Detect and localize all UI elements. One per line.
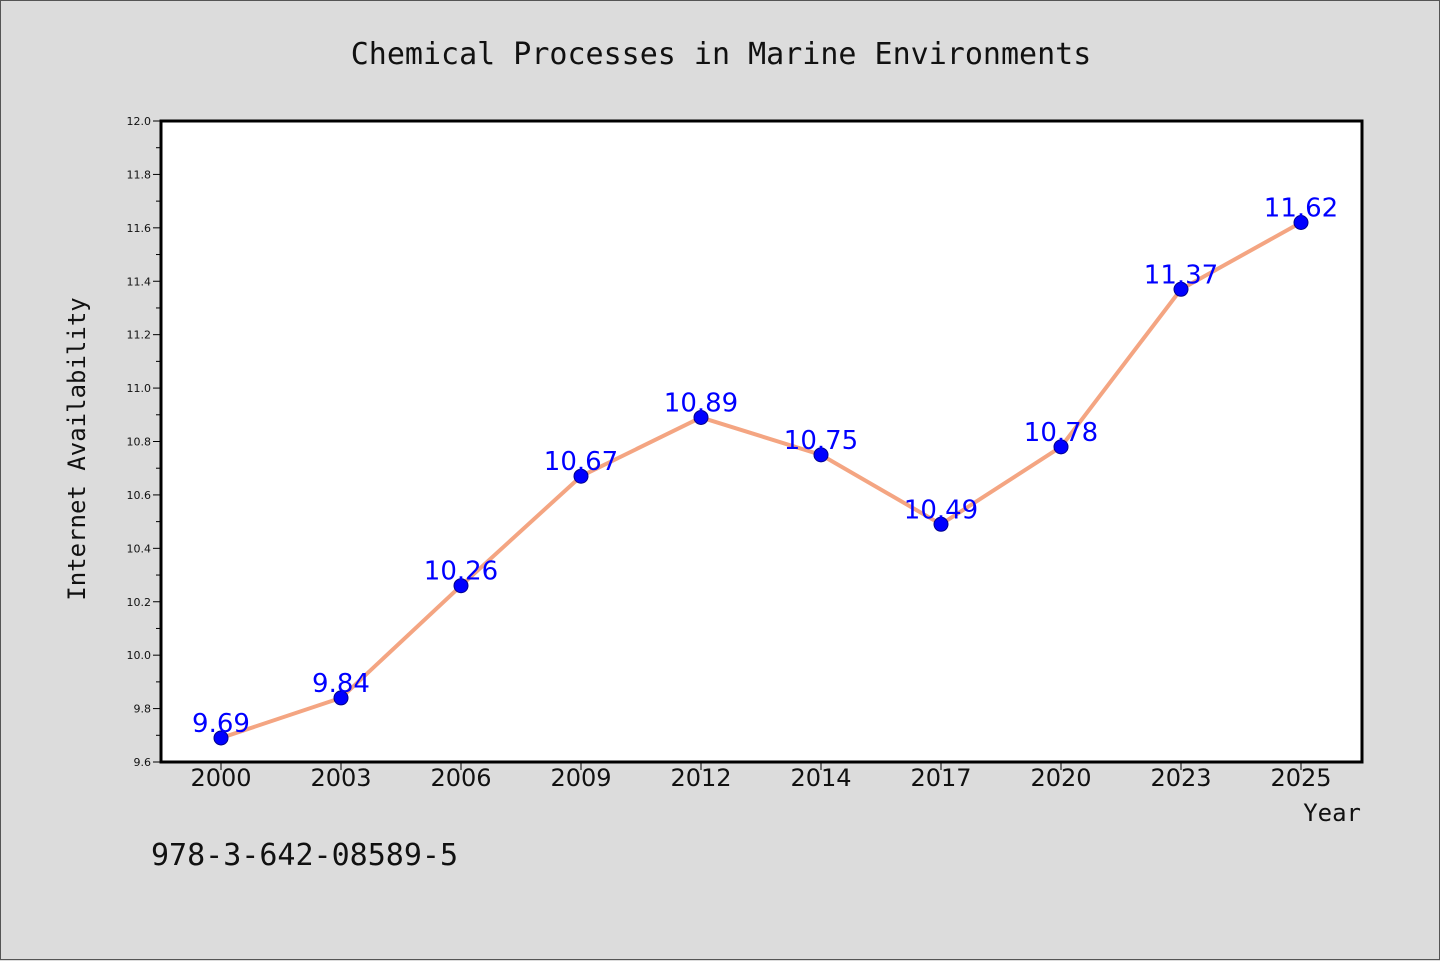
- data-point: [1053, 439, 1069, 455]
- x-tick-label: 2017: [910, 764, 971, 792]
- x-tick-label: 2012: [670, 764, 731, 792]
- data-point: [573, 468, 589, 484]
- y-tick-label: 9.6: [134, 756, 152, 769]
- x-tick-label: 2023: [1150, 764, 1211, 792]
- y-tick-label: 11.0: [127, 382, 152, 395]
- x-tick-label: 2014: [790, 764, 851, 792]
- data-label: 10.26: [424, 557, 498, 587]
- y-tick-label: 10.6: [127, 489, 152, 502]
- data-point: [1293, 214, 1309, 230]
- y-tick-label: 9.8: [134, 703, 152, 716]
- data-label: 10.89: [664, 388, 738, 418]
- x-tick-label: 2003: [310, 764, 371, 792]
- y-tick-label: 10.0: [127, 649, 152, 662]
- data-point: [813, 447, 829, 463]
- y-tick-label: 11.8: [127, 168, 152, 181]
- data-point: [933, 516, 949, 532]
- data-label: 10.67: [544, 447, 618, 477]
- chart-title: Chemical Processes in Marine Environment…: [351, 37, 1092, 72]
- plot-area: [159, 119, 1364, 764]
- data-point: [693, 409, 709, 425]
- x-axis: 2000 2003 2006 2009 2012 2014 2017 2020 2023 2025: [190, 762, 1332, 792]
- x-tick-label: 2006: [430, 764, 491, 792]
- y-tick-label: 12.0: [127, 115, 152, 128]
- x-tick-label: 2000: [190, 764, 251, 792]
- x-axis-label: Year: [1303, 799, 1361, 827]
- data-point: [1173, 281, 1189, 297]
- x-tick-label: 2020: [1030, 764, 1091, 792]
- series-line: [219, 220, 1303, 740]
- data-label: 9.84: [312, 669, 370, 699]
- y-tick-label: 10.4: [127, 542, 152, 555]
- data-label-group: 9.69 9.84 10.26 10.67 10.89 10.75 10.49 10.78 11…: [192, 193, 1338, 738]
- y-axis-label: Internet Availability: [63, 297, 91, 600]
- data-point: [213, 730, 229, 746]
- data-point: [453, 578, 469, 594]
- marker-group: [213, 214, 1309, 746]
- series-line-group: [219, 220, 1303, 740]
- data-label: 10.75: [784, 426, 858, 456]
- x-tick-label: 2009: [550, 764, 611, 792]
- y-tick-label: 11.4: [127, 275, 152, 288]
- data-label: 11.37: [1144, 260, 1218, 290]
- isbn-text: 978-3-642-08589-5: [151, 838, 458, 873]
- data-point: [333, 690, 349, 706]
- y-tick-label: 11.6: [127, 222, 152, 235]
- x-tick-label: 2025: [1270, 764, 1331, 792]
- data-label: 10.78: [1024, 418, 1098, 448]
- data-label: 9.69: [192, 709, 250, 739]
- y-axis: 9.6 9.8 10.0 10.2 10.4 10.6 10.8 11.0 11.2 11.4 11…: [127, 115, 161, 769]
- y-tick-label: 10.8: [127, 436, 152, 449]
- y-tick-label: 11.2: [127, 329, 152, 342]
- data-label: 11.62: [1264, 193, 1338, 223]
- data-label: 10.49: [904, 495, 978, 525]
- y-tick-label: 10.2: [127, 596, 152, 609]
